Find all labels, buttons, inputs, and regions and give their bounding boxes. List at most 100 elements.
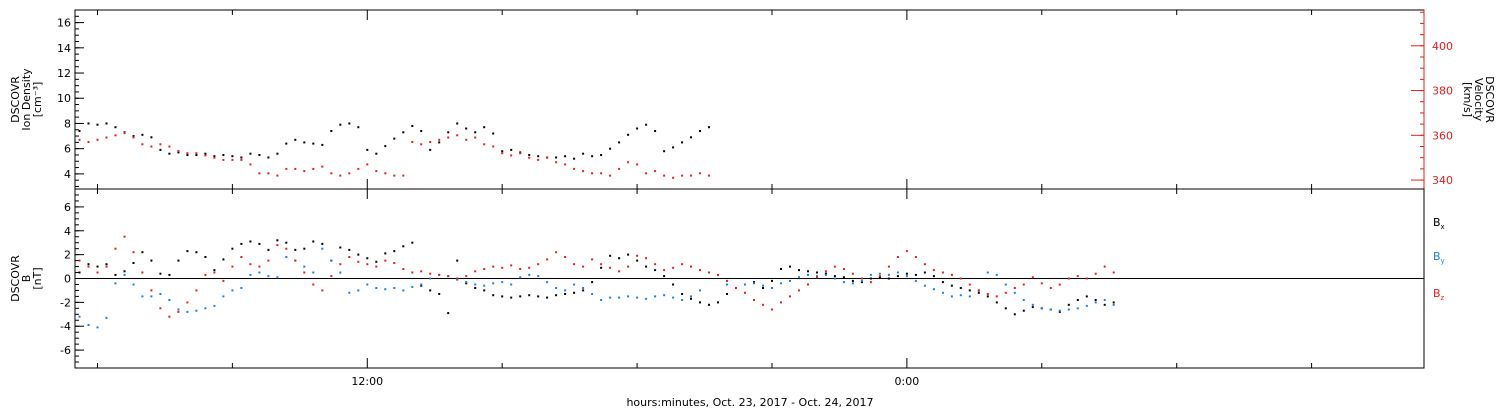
data-point xyxy=(204,256,207,258)
data-point xyxy=(186,301,189,304)
data-point xyxy=(860,277,863,280)
data-point xyxy=(681,299,684,301)
data-point xyxy=(1022,299,1025,301)
data-point xyxy=(636,127,639,130)
data-point xyxy=(591,258,594,261)
data-point xyxy=(645,123,648,126)
series-Bx xyxy=(78,239,1115,316)
data-point xyxy=(114,282,117,285)
data-point xyxy=(348,291,351,294)
data-point xyxy=(681,141,684,144)
data-point xyxy=(285,256,288,258)
data-point xyxy=(123,132,126,135)
data-point xyxy=(1013,287,1016,289)
data-point xyxy=(833,275,836,278)
data-point xyxy=(258,154,261,156)
data-point xyxy=(222,158,225,161)
data-point xyxy=(690,295,692,298)
data-point xyxy=(177,310,180,313)
data-point xyxy=(195,154,198,156)
data-point xyxy=(366,283,369,286)
data-point xyxy=(276,276,279,279)
data-point xyxy=(941,271,944,274)
data-point xyxy=(824,270,827,273)
data-point xyxy=(896,275,899,278)
data-point xyxy=(798,289,800,292)
data-point xyxy=(249,263,252,266)
data-point xyxy=(276,239,279,242)
data-point xyxy=(1031,303,1034,306)
data-point xyxy=(492,145,495,148)
data-point xyxy=(1022,283,1025,286)
data-point xyxy=(860,279,863,282)
data-point xyxy=(528,266,531,269)
data-point xyxy=(618,167,621,170)
data-point xyxy=(887,277,890,280)
data-point xyxy=(501,150,504,153)
data-point xyxy=(1076,275,1079,278)
data-point xyxy=(708,271,710,274)
data-point xyxy=(1031,306,1034,309)
data-point xyxy=(555,251,558,254)
data-point xyxy=(375,287,378,289)
data-point xyxy=(816,276,818,279)
data-point xyxy=(474,287,477,289)
data-point xyxy=(321,289,324,292)
data-point xyxy=(959,287,962,289)
data-point xyxy=(501,281,504,284)
data-point xyxy=(186,154,189,156)
data-point xyxy=(78,138,81,141)
data-point xyxy=(573,167,576,170)
data-point xyxy=(429,141,432,143)
data-point xyxy=(995,273,998,276)
data-point xyxy=(420,143,423,146)
data-point xyxy=(402,245,405,248)
data-point xyxy=(609,254,612,257)
series-black xyxy=(78,122,710,160)
data-point xyxy=(96,326,99,329)
data-point xyxy=(186,310,189,313)
data-point xyxy=(950,295,953,298)
data-point xyxy=(932,275,935,278)
data-point xyxy=(977,289,980,292)
data-point xyxy=(483,289,486,292)
data-point xyxy=(321,165,324,168)
data-point xyxy=(645,257,648,260)
data-point xyxy=(366,148,369,151)
data-point xyxy=(276,174,279,177)
y-tick-label: 10 xyxy=(57,92,71,105)
data-point xyxy=(132,262,135,264)
data-point xyxy=(384,145,387,148)
data-point xyxy=(213,271,216,274)
data-point xyxy=(1085,295,1088,298)
data-point xyxy=(842,268,845,270)
data-point xyxy=(753,281,755,284)
data-point xyxy=(878,272,881,275)
data-point xyxy=(618,296,621,299)
data-point xyxy=(258,265,261,268)
data-point xyxy=(851,272,854,275)
data-point xyxy=(1040,282,1043,285)
data-point xyxy=(375,260,378,263)
data-point xyxy=(276,152,279,155)
panel-frame xyxy=(74,9,1425,190)
data-point xyxy=(429,148,432,151)
data-point xyxy=(546,156,549,159)
data-point xyxy=(312,283,315,286)
data-point xyxy=(204,273,207,276)
data-point xyxy=(672,266,675,269)
data-point xyxy=(312,167,315,170)
data-point xyxy=(501,152,504,155)
y-axis-label: DSCOVRB[nT] xyxy=(9,255,44,302)
data-point xyxy=(600,263,603,266)
data-point xyxy=(1022,309,1025,312)
data-point xyxy=(555,287,558,289)
data-point xyxy=(411,285,414,288)
data-point xyxy=(231,155,234,158)
data-point xyxy=(528,156,531,159)
data-point xyxy=(177,259,180,262)
data-point xyxy=(519,276,522,279)
right-axis-label-line: [km/s] xyxy=(1461,82,1474,117)
